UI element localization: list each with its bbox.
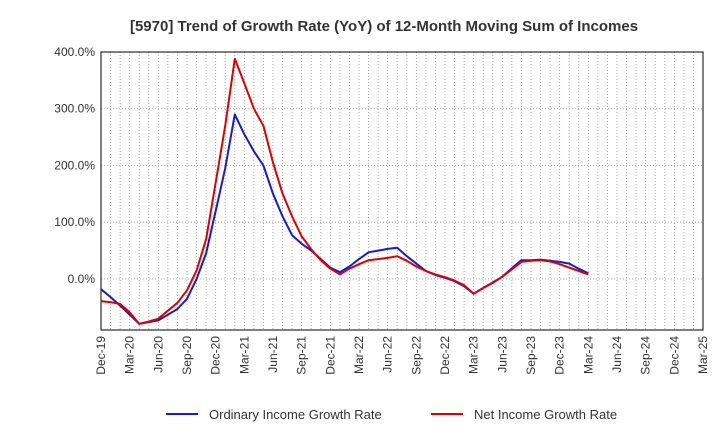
chart-grid (101, 51, 703, 330)
y-tick-label: 300.0% (54, 102, 95, 116)
legend-label-ordinary-income: Ordinary Income Growth Rate (209, 407, 382, 422)
x-tick-label: Mar-22 (352, 336, 366, 374)
x-tick-label: Mar-25 (696, 336, 710, 374)
x-tick-label: Jun-20 (151, 336, 165, 373)
x-tick-label: Mar-24 (581, 336, 595, 374)
x-tick-label: Dec-22 (438, 336, 452, 375)
x-tick-label: Jun-24 (610, 336, 624, 373)
x-tick-label: Dec-24 (667, 336, 681, 375)
x-tick-label: Mar-20 (123, 336, 137, 374)
series-lines (100, 57, 589, 325)
plot-area (100, 51, 704, 331)
series-line-0 (100, 113, 589, 325)
x-tick-label: Dec-19 (94, 336, 108, 375)
x-tick-label: Jun-23 (495, 336, 509, 373)
x-tick-label: Dec-21 (323, 336, 337, 375)
y-tick-label: 200.0% (54, 158, 95, 172)
legend: Ordinary Income Growth Rate Net Income G… (166, 407, 617, 422)
x-tick-label: Sep-24 (639, 336, 653, 375)
x-tick-label: Sep-21 (295, 336, 309, 375)
x-tick-label: Jun-22 (381, 336, 395, 373)
x-tick-label: Jun-21 (266, 336, 280, 373)
y-axis-ticks: 400.0% 300.0% 200.0% 100.0% 0.0% (54, 45, 95, 286)
chart-title: [5970] Trend of Growth Rate (YoY) of 12-… (130, 18, 638, 35)
x-tick-label: Sep-20 (180, 336, 194, 375)
legend-label-net-income: Net Income Growth Rate (474, 407, 617, 422)
y-tick-label: 0.0% (68, 272, 96, 286)
y-tick-label: 100.0% (54, 215, 95, 229)
x-tick-label: Dec-23 (553, 336, 567, 375)
y-tick-label: 400.0% (54, 45, 95, 59)
x-tick-label: Dec-20 (209, 336, 223, 375)
series-line-1 (100, 57, 589, 325)
x-tick-label: Mar-21 (237, 336, 251, 374)
x-tick-label: Sep-22 (409, 336, 423, 375)
x-axis-ticks: Dec-19 Mar-20 Jun-20 Sep-20 Dec-20 Mar-21 Jun-… (94, 336, 710, 375)
x-tick-label: Mar-23 (467, 336, 481, 374)
x-tick-label: Sep-23 (524, 336, 538, 375)
